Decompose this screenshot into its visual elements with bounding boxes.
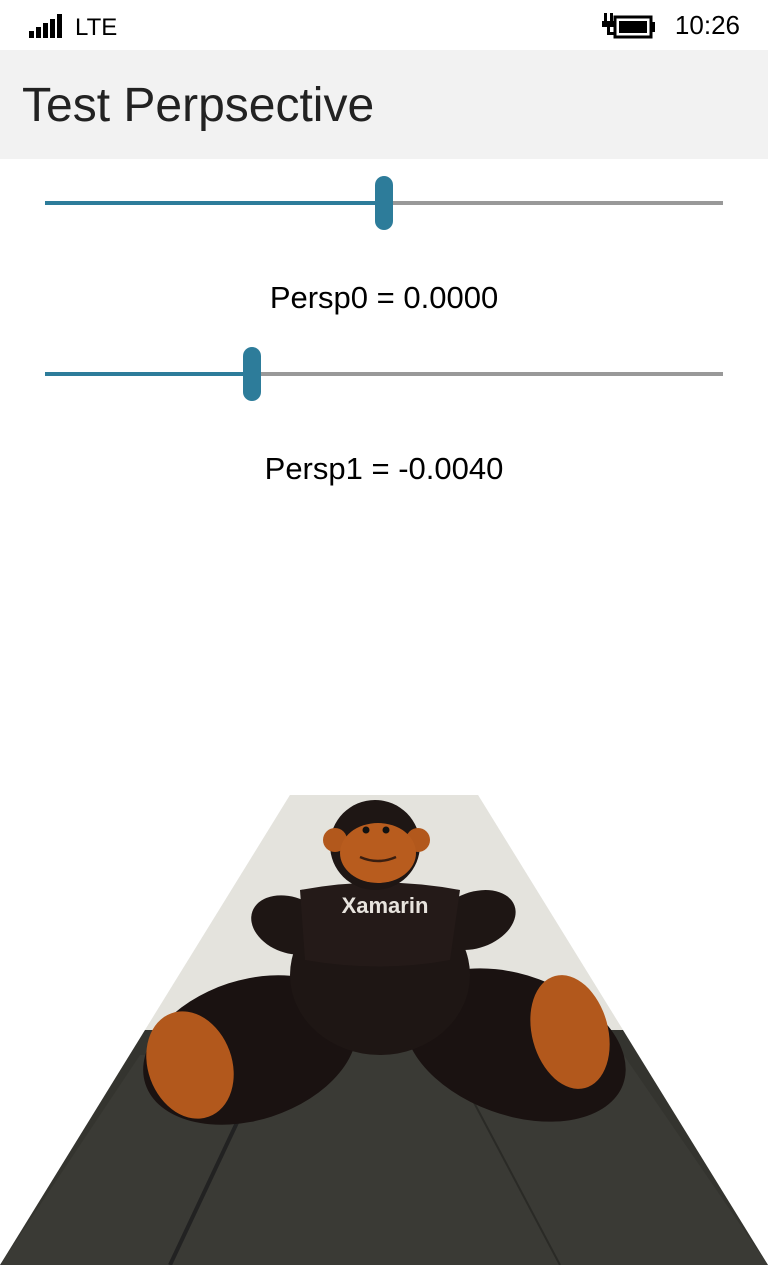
- persp1-value-label: Persp1 = -0.0040: [264, 451, 504, 486]
- slider-fill: [45, 201, 384, 205]
- slider-fill: [45, 372, 252, 376]
- shirt-text: Xamarin: [342, 893, 429, 918]
- perspective-photo: Xamarin: [0, 795, 768, 1265]
- signal-bars-icon: [29, 14, 63, 38]
- page-title: Test Perpsective: [22, 79, 375, 132]
- persp0-value-label: Persp0 = 0.0000: [269, 280, 499, 315]
- persp1-slider[interactable]: [45, 346, 723, 402]
- status-bar: LTE 10:26: [0, 0, 768, 50]
- clock: 10:26: [674, 10, 740, 40]
- slider-track[interactable]: [45, 372, 723, 376]
- slider-thumb[interactable]: [242, 347, 261, 401]
- title-bar: Test Perpsective: [0, 50, 768, 159]
- network-type: LTE: [75, 14, 118, 41]
- slider-thumb[interactable]: [375, 176, 393, 230]
- persp0-slider[interactable]: [45, 175, 723, 231]
- battery-charging-icon: [602, 13, 655, 39]
